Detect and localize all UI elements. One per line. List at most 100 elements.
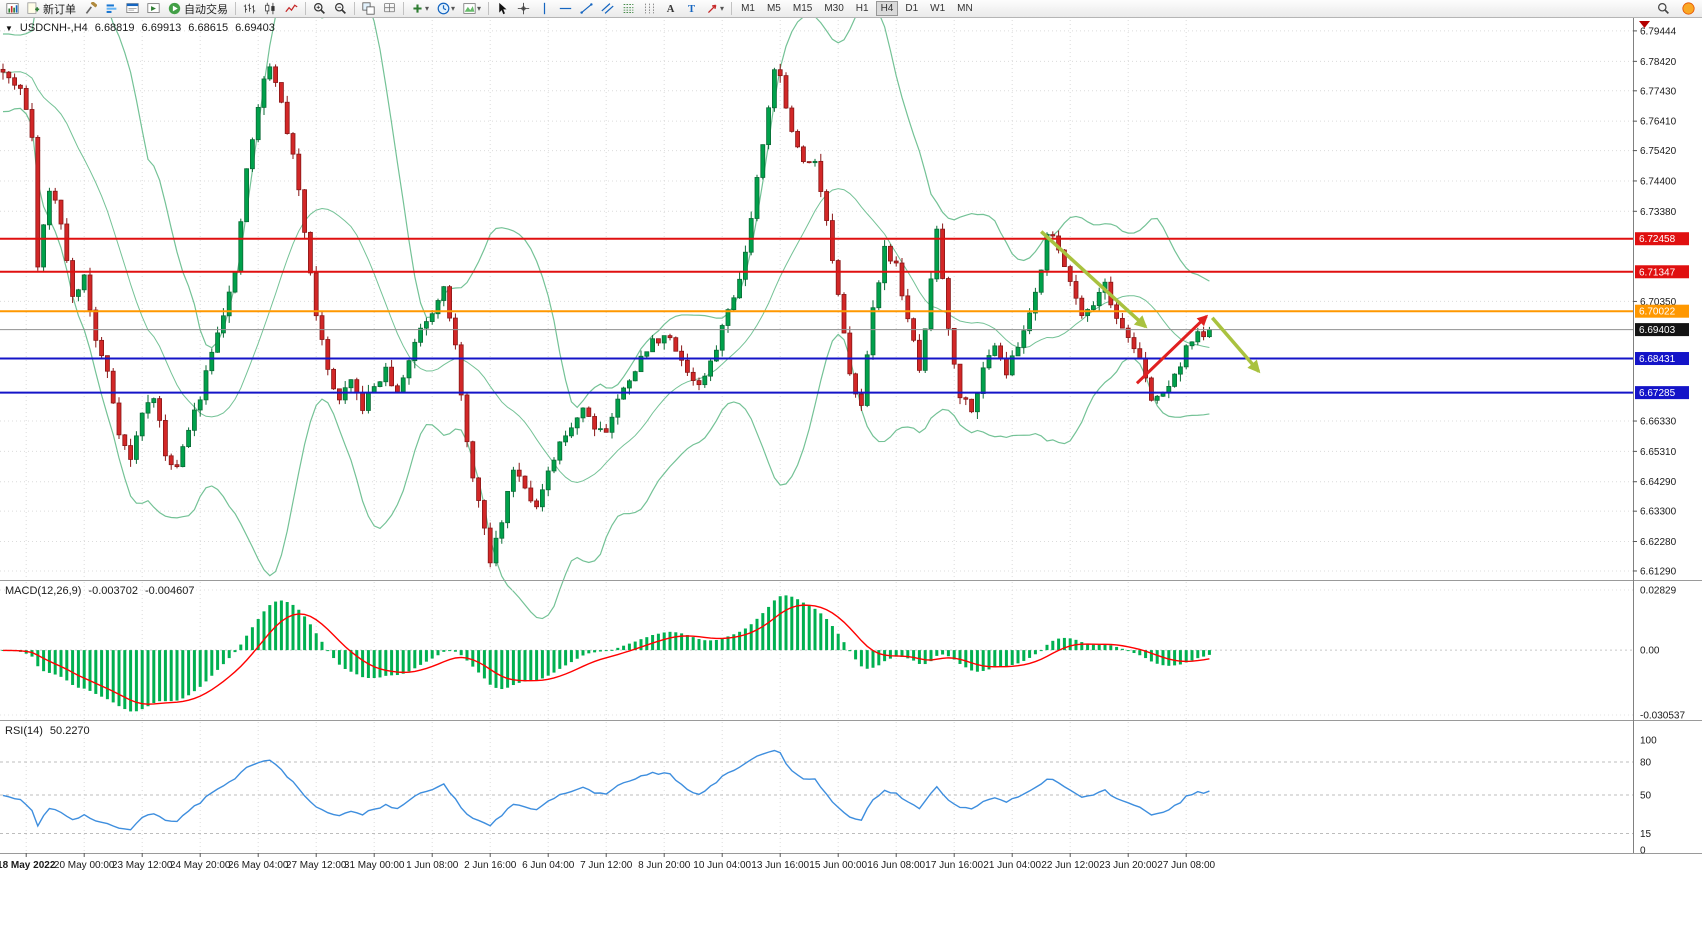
close-value: 6.69403: [235, 22, 275, 34]
search-button[interactable]: [1654, 1, 1673, 17]
trendline-button[interactable]: [577, 1, 596, 17]
price-axis[interactable]: 6.79444 6.78420 6.77430 6.76410 6.75420 6.744…: [1633, 26, 1689, 577]
price-tag-label: 6.71347: [1639, 267, 1676, 278]
timeframe-h4-button[interactable]: H4: [875, 1, 899, 16]
price-tick-label: 6.74400: [1640, 176, 1677, 187]
time-tick-label: 23 Jun 20:00: [1099, 860, 1157, 871]
price-tag-blue[interactable]: [1635, 386, 1689, 400]
templates-icon: [463, 3, 476, 14]
periods-dropdown-caret-icon[interactable]: ▾: [451, 3, 456, 13]
timeframe-h1-button[interactable]: H1: [855, 3, 869, 14]
account-icon: [1682, 2, 1695, 15]
price-tag-label: 6.68431: [1639, 354, 1676, 365]
price-tag-blue[interactable]: [1635, 352, 1689, 366]
arrows-object-icon: [708, 4, 717, 14]
rsi-axis: 100 80 50 15 0: [1640, 736, 1657, 857]
macd-signal-value: -0.004607: [144, 585, 195, 597]
vertical-line-icon: [543, 2, 546, 15]
auto-trading-button[interactable]: 自动交易: [165, 1, 231, 17]
price-tag-label: 6.72458: [1639, 234, 1676, 245]
timeframe-m5-button[interactable]: M5: [766, 3, 781, 14]
crosshair-button[interactable]: [514, 1, 533, 17]
zoom-out-button[interactable]: [331, 1, 350, 17]
arrows-object-dropdown-caret-icon[interactable]: ▾: [720, 3, 725, 13]
price-tick-label: 6.76410: [1640, 117, 1677, 128]
timeframe-m1-button[interactable]: M1: [741, 3, 755, 14]
equidistant-channel-icon: [601, 3, 614, 14]
macd-indicator-label: MACD(12,26,9) -0.003702 -0.004607: [5, 585, 195, 597]
metaeditor-icon: [85, 2, 97, 14]
toolbar-separator: [235, 2, 236, 15]
horizontal-line-button[interactable]: [556, 1, 575, 17]
text-button[interactable]: A: [661, 1, 680, 17]
indicators-button[interactable]: ▾: [408, 1, 432, 17]
fibonacci-icon: [623, 4, 634, 13]
down-arrow-2[interactable]: [1210, 316, 1261, 374]
text-icon: A: [667, 4, 675, 15]
templates-dropdown-caret-icon[interactable]: ▾: [477, 3, 482, 13]
cycle-lines-button[interactable]: [640, 1, 659, 17]
line-chart-mode-icon: [285, 4, 298, 13]
timeframe-d1-button[interactable]: D1: [905, 3, 919, 14]
text-label-button[interactable]: T: [682, 1, 701, 17]
chart-symbol-header: ▼ USDCNH-,H4 6.68819 6.69913 6.68615 6.6…: [5, 22, 275, 34]
timeframe-m15-button[interactable]: M15: [792, 3, 813, 14]
new-order-button[interactable]: 新订单: [24, 1, 79, 17]
bollinger-bands: [2, 0, 1210, 620]
indicators-dropdown-caret-icon[interactable]: ▾: [425, 3, 430, 13]
down-arrow-1[interactable]: [1040, 230, 1148, 329]
price-tag-bid[interactable]: [1635, 323, 1689, 337]
price-tick-label: 6.63300: [1640, 507, 1677, 518]
price-tag-label: 6.67285: [1639, 388, 1676, 399]
rsi-indicator-label: RSI(14) 50.2270: [5, 725, 90, 737]
strategy-tester-icon: [147, 3, 160, 13]
open-value: 6.68819: [94, 22, 135, 34]
fibonacci-button[interactable]: [619, 1, 638, 17]
rsi-axis-label: 80: [1640, 758, 1652, 769]
line-chart-mode-button[interactable]: [282, 1, 301, 17]
cursor-button[interactable]: [493, 1, 512, 17]
templates-button[interactable]: ▾: [460, 1, 484, 17]
account-button[interactable]: [1679, 1, 1698, 17]
equidistant-channel-button[interactable]: [598, 1, 617, 17]
timeframe-mn-button[interactable]: MN: [957, 3, 973, 14]
trendline-icon: [580, 3, 593, 14]
timeframe-m30-button[interactable]: M30: [824, 3, 844, 14]
timeframe-w1-button[interactable]: W1: [930, 3, 946, 14]
macd-histogram: [1, 595, 1211, 712]
up-arrow[interactable]: [1135, 314, 1209, 385]
price-tick-label: 6.66330: [1640, 417, 1677, 428]
metaeditor-button[interactable]: [81, 1, 100, 17]
candlestick-mode-button[interactable]: [261, 1, 280, 17]
price-tag-red[interactable]: [1635, 232, 1689, 246]
low-value: 6.68615: [188, 22, 229, 34]
periods-button[interactable]: ▾: [434, 1, 458, 17]
main-toolbar: 新订单 自动交易 ▾ ▾ ▾ A T ▾ M1 M5 M15 M30 H1 H4 D1 W1 MN: [0, 0, 1702, 18]
auto-arrange-button[interactable]: [359, 1, 378, 17]
market-depth-button[interactable]: [102, 1, 121, 17]
macd-axis-label: 0.00: [1640, 646, 1660, 657]
terminal-button[interactable]: [123, 1, 142, 17]
grid-button[interactable]: [380, 1, 399, 17]
bollinger-middle-line: [2, 71, 1210, 483]
price-tag-orange[interactable]: [1635, 304, 1689, 318]
scroll-end-marker-icon[interactable]: [1639, 21, 1650, 28]
chart-window-button[interactable]: [3, 1, 22, 17]
bar-chart-mode-button[interactable]: [240, 1, 259, 17]
price-tick-label: 6.62280: [1640, 537, 1677, 548]
bollinger-lower-line: [2, 107, 1210, 620]
rsi-axis-label: 15: [1640, 829, 1652, 840]
toolbar-separator: [731, 2, 733, 15]
vertical-line-button[interactable]: [535, 1, 554, 17]
time-tick-label: 10 Jun 04:00: [693, 860, 751, 871]
strategy-tester-button[interactable]: [144, 1, 163, 17]
zoom-in-button[interactable]: [310, 1, 329, 17]
collapse-triangle-icon[interactable]: ▼: [5, 23, 13, 33]
price-tag-red[interactable]: [1635, 265, 1689, 279]
time-tick-label: 7 Jun 12:00: [580, 860, 633, 871]
arrows-object-button[interactable]: ▾: [703, 1, 727, 17]
price-tick-label: 6.75420: [1640, 146, 1677, 157]
